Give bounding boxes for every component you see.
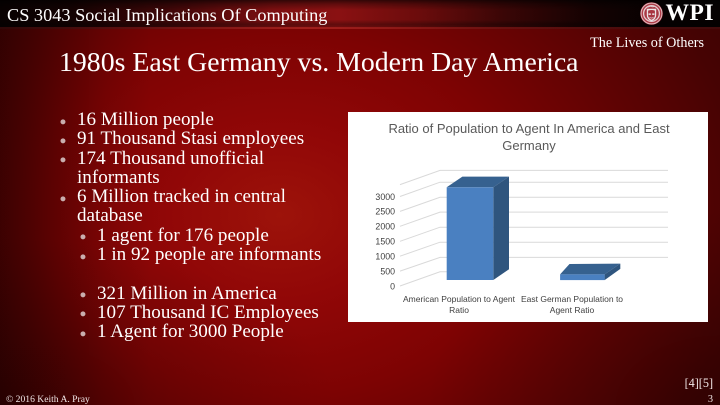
svg-text:East German Population to: East German Population to xyxy=(521,294,623,304)
svg-text:0: 0 xyxy=(390,281,395,291)
svg-text:Ratio of Population to Agent I: Ratio of Population to Agent In America … xyxy=(388,121,670,136)
svg-text:1500: 1500 xyxy=(375,237,395,247)
svg-text:Germany: Germany xyxy=(502,138,556,153)
svg-text:Ratio: Ratio xyxy=(449,305,469,315)
svg-text:Agent Ratio: Agent Ratio xyxy=(550,305,595,315)
svg-text:2000: 2000 xyxy=(375,222,395,232)
svg-text:1000: 1000 xyxy=(375,252,395,262)
svg-text:3000: 3000 xyxy=(375,192,395,202)
svg-text:500: 500 xyxy=(380,266,395,276)
svg-text:American Population to Agent: American Population to Agent xyxy=(403,294,516,304)
svg-text:2500: 2500 xyxy=(375,207,395,217)
